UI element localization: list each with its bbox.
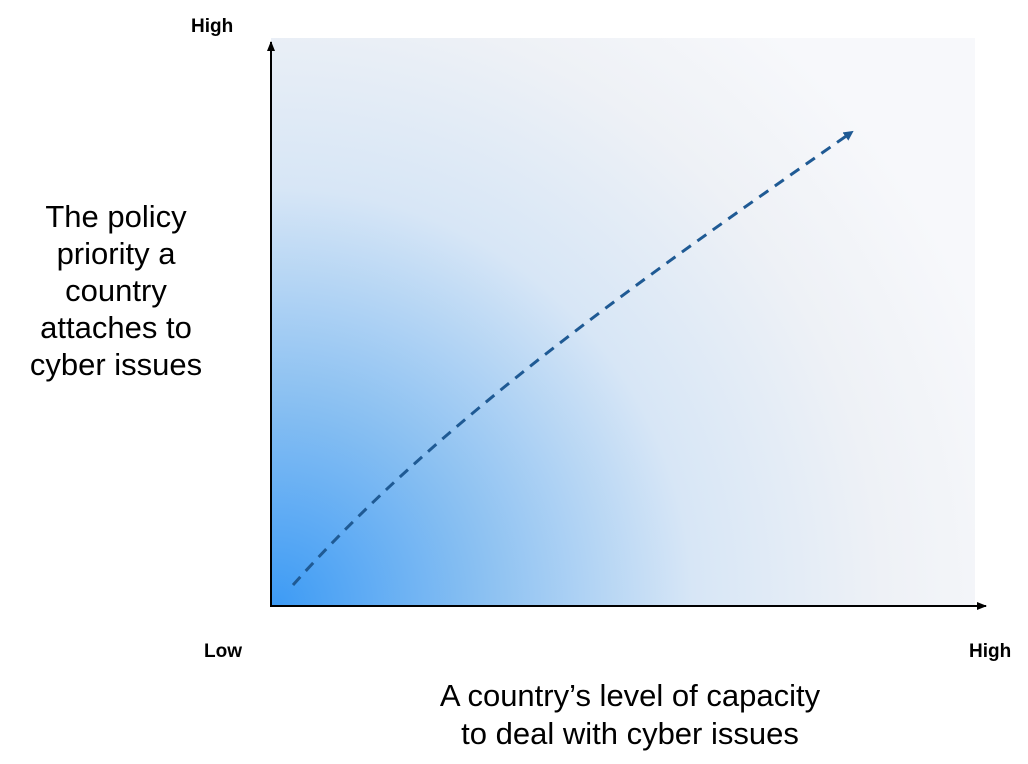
trend-arrow (291, 130, 854, 586)
x-axis-title: A country’s level of capacity to deal wi… (439, 678, 821, 751)
x-axis-high-label: High (969, 641, 1012, 662)
y-axis-title: The policy priority a country attaches t… (29, 199, 203, 382)
x-axis-low-label: Low (204, 641, 242, 662)
quadrant-area (271, 38, 975, 606)
y-axis-high-label: High (191, 16, 234, 37)
